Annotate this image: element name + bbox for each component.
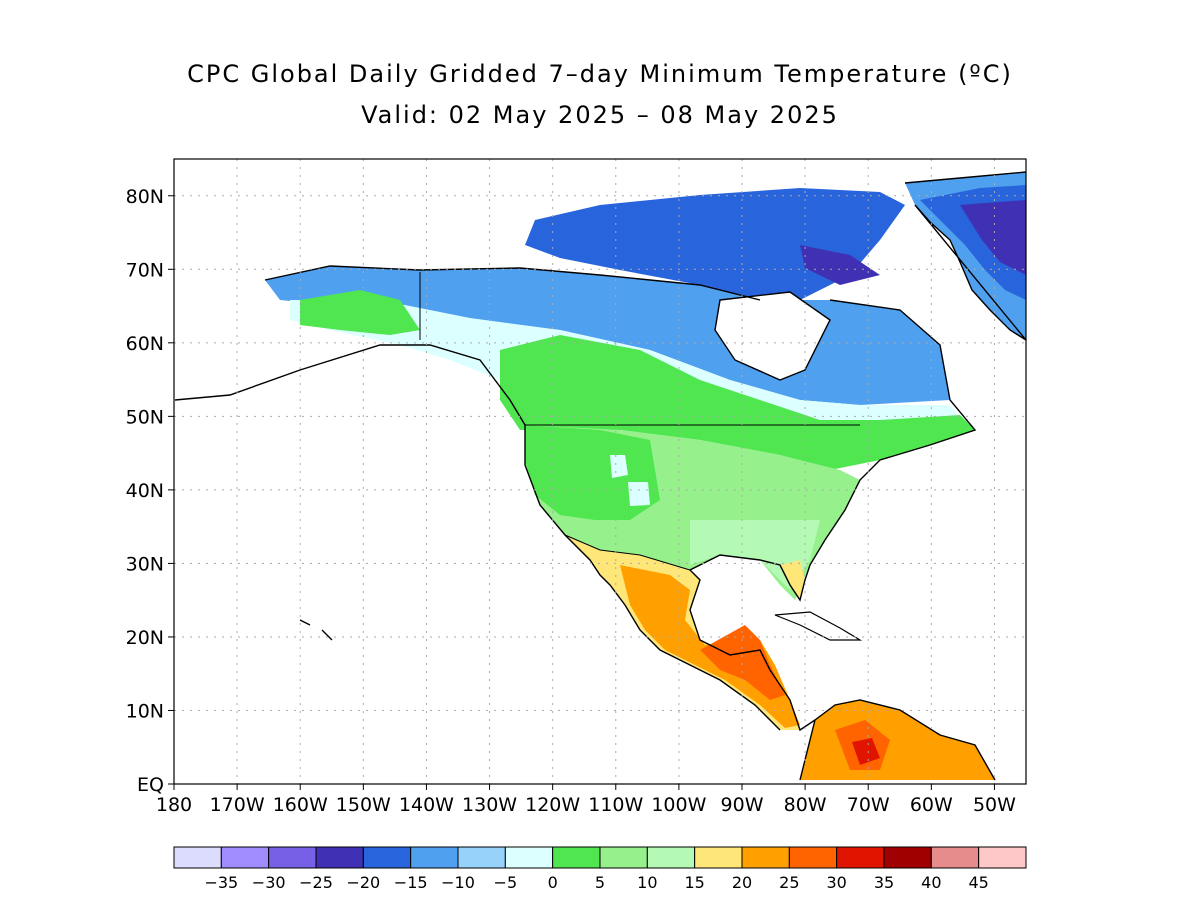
legend-swatch bbox=[741, 846, 790, 869]
graticule bbox=[174, 159, 1026, 784]
greenland-coldest bbox=[960, 200, 1026, 275]
legend-swatch bbox=[220, 846, 270, 869]
lat-label: 80N bbox=[126, 186, 164, 208]
latitude-labels: 80N 70N 60N 50N 40N 30N 20N 10N EQ bbox=[126, 186, 174, 796]
north-america-coast bbox=[264, 265, 977, 732]
lon-label: 80W bbox=[784, 794, 827, 816]
color-legend: −35 −30 −25 −20 −15 −10 −5 0 5 10 15 20 25 30 35 40 45 bbox=[173, 846, 1027, 892]
legend-swatch bbox=[173, 846, 222, 869]
legend-swatch bbox=[457, 846, 506, 869]
legend-label: −35 bbox=[204, 873, 238, 892]
lon-label: 170W bbox=[210, 794, 265, 816]
lat-label: 40N bbox=[126, 480, 164, 502]
lon-label: 150W bbox=[336, 794, 391, 816]
legend-label: 0 bbox=[548, 873, 558, 892]
legend-swatch bbox=[504, 846, 554, 869]
legend-swatch bbox=[788, 846, 838, 869]
legend-label: −20 bbox=[346, 873, 380, 892]
legend-label: −15 bbox=[394, 873, 428, 892]
legend-label: 40 bbox=[921, 873, 941, 892]
lon-label: 110W bbox=[588, 794, 643, 816]
cuba bbox=[774, 611, 863, 641]
legend-swatch bbox=[978, 846, 1027, 869]
legend-swatch bbox=[646, 846, 696, 869]
legend-swatch bbox=[836, 846, 885, 869]
lon-label: 70W bbox=[847, 794, 890, 816]
lat-label: 10N bbox=[126, 700, 164, 722]
conus-west-green bbox=[525, 425, 660, 520]
valid-date-subtitle: Valid: 02 May 2025 – 08 May 2025 bbox=[361, 101, 839, 129]
lon-label: 50W bbox=[973, 794, 1016, 816]
alaska-interior bbox=[300, 290, 420, 335]
florida bbox=[780, 560, 805, 600]
legend-swatch bbox=[315, 846, 364, 869]
lat-label: 70N bbox=[126, 259, 164, 281]
legend-label: 45 bbox=[968, 873, 988, 892]
legend-label: 10 bbox=[637, 873, 657, 892]
temperature-field bbox=[265, 172, 1026, 780]
greenland-coast bbox=[904, 171, 1026, 341]
canada-west-green bbox=[500, 335, 975, 470]
arctic-far-cold bbox=[800, 245, 880, 285]
legend-label: −10 bbox=[441, 873, 475, 892]
legend-swatch bbox=[362, 846, 412, 869]
legend-label: −5 bbox=[494, 873, 518, 892]
lon-label: 130W bbox=[462, 794, 517, 816]
hawaii bbox=[299, 619, 333, 641]
us-canada-border bbox=[419, 272, 860, 426]
map-frame bbox=[173, 158, 1027, 785]
legend-label: 30 bbox=[826, 873, 846, 892]
legend-label: −30 bbox=[252, 873, 286, 892]
map-title: CPC Global Daily Gridded 7–day Minimum T… bbox=[187, 60, 1013, 88]
legend-label: −25 bbox=[299, 873, 333, 892]
south-america bbox=[800, 700, 995, 780]
lon-label: 90W bbox=[721, 794, 764, 816]
legend-label: 25 bbox=[779, 873, 799, 892]
lon-label: 120W bbox=[525, 794, 580, 816]
legend-swatch bbox=[268, 846, 317, 869]
legend-swatch bbox=[599, 846, 648, 869]
legend-swatch bbox=[552, 846, 601, 869]
lon-label: 160W bbox=[273, 794, 328, 816]
longitude-labels: 180 170W 160W 150W 140W 130W 120W 110W 100W 90W 80… bbox=[156, 784, 1016, 816]
lat-label: 20N bbox=[126, 627, 164, 649]
legend-label: 20 bbox=[732, 873, 752, 892]
lat-label: 60N bbox=[126, 333, 164, 355]
hudson-bay-water bbox=[715, 292, 830, 380]
legend-swatch bbox=[410, 846, 459, 869]
legend-label: 35 bbox=[874, 873, 894, 892]
lon-label: 140W bbox=[399, 794, 454, 816]
lon-label: 100W bbox=[651, 794, 706, 816]
hudson-bay-coast bbox=[714, 291, 831, 381]
legend-label: 5 bbox=[595, 873, 605, 892]
legend-label: 15 bbox=[684, 873, 704, 892]
south-america-hottest bbox=[852, 738, 880, 765]
rockies-cold-spot bbox=[610, 455, 650, 506]
legend-swatch bbox=[883, 846, 932, 869]
lon-label: 180 bbox=[156, 794, 192, 816]
south-america-coast bbox=[799, 699, 996, 781]
lat-label: 30N bbox=[126, 553, 164, 575]
central-america-hot bbox=[700, 625, 785, 700]
us-mexico-border bbox=[564, 534, 691, 571]
legend-swatch bbox=[930, 846, 980, 869]
lon-label: 60W bbox=[910, 794, 953, 816]
lat-label: 50N bbox=[126, 406, 164, 428]
legend-swatch bbox=[694, 846, 743, 869]
arctic-islands bbox=[525, 188, 905, 300]
coastlines bbox=[174, 171, 1026, 781]
lat-label: EQ bbox=[137, 774, 164, 796]
